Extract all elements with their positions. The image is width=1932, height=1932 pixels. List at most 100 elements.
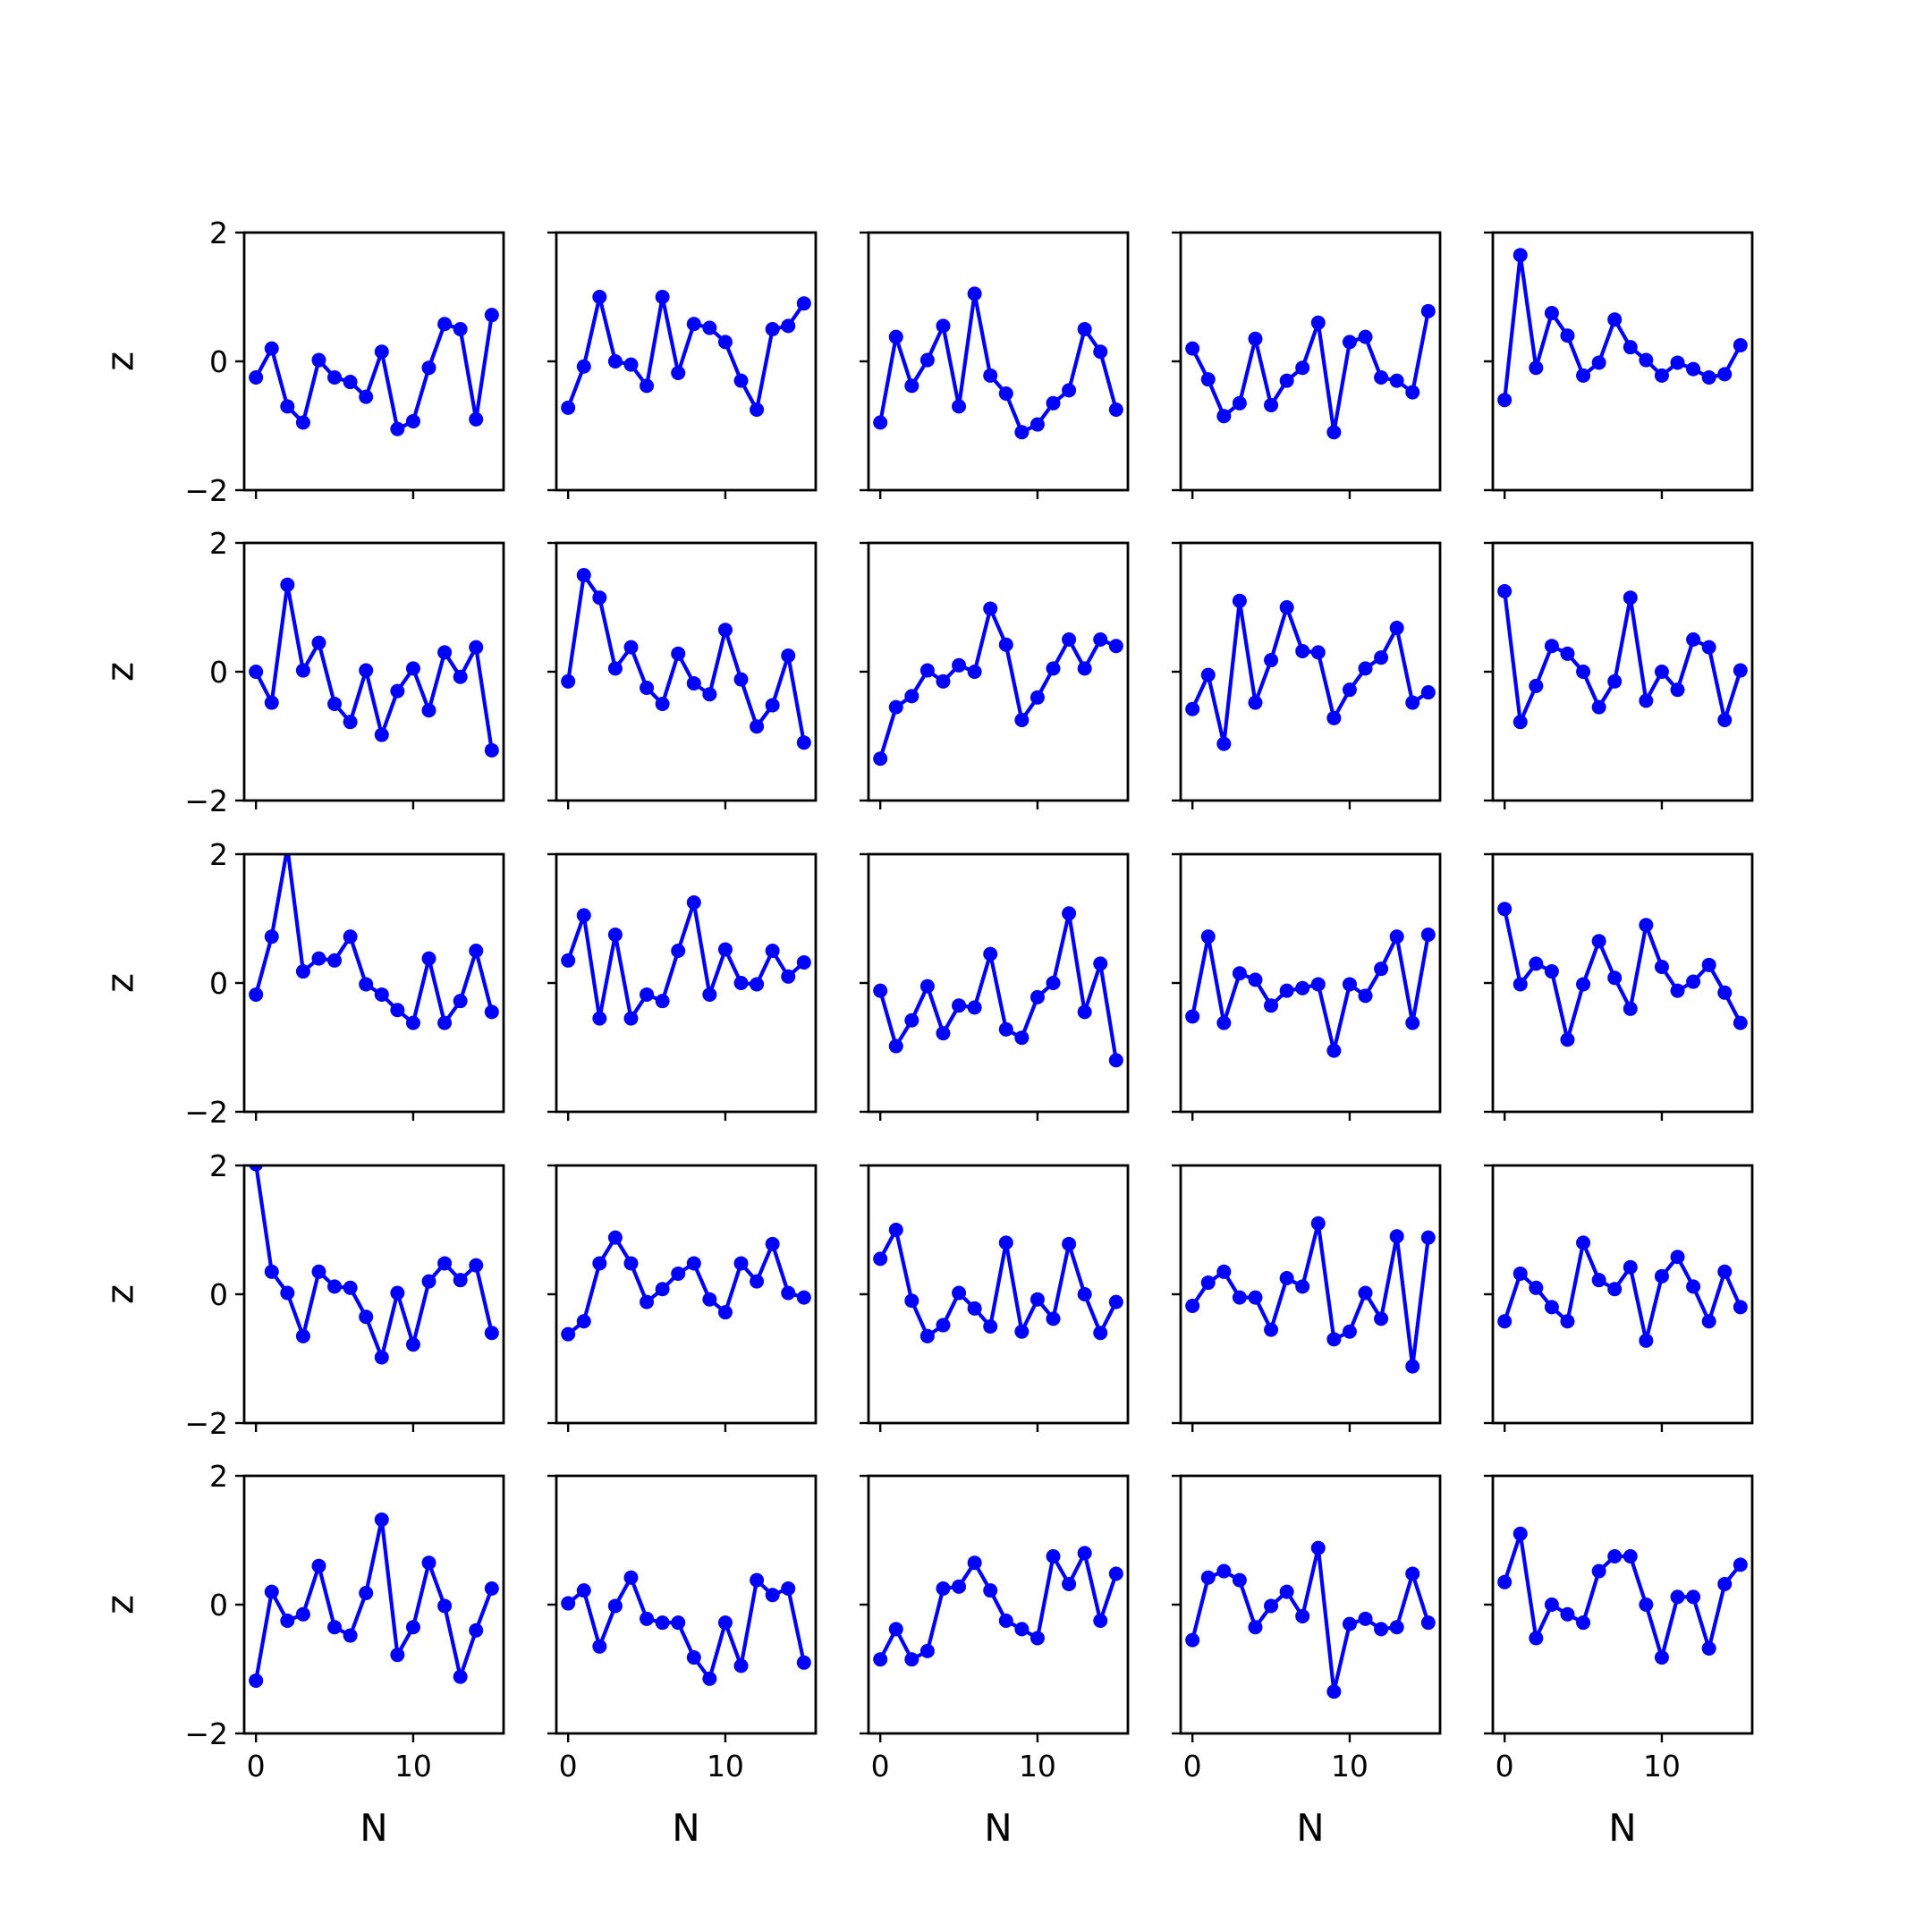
series-line [1191, 598, 1429, 746]
series-group [561, 1570, 811, 1686]
data-point [796, 1290, 811, 1305]
subplot-r4-c1: −2 0 2 z [98, 1148, 505, 1441]
series-group [249, 1165, 499, 1365]
data-point [311, 1558, 326, 1573]
series-group [1185, 303, 1436, 440]
data-point [1185, 341, 1200, 356]
data-point [374, 727, 389, 742]
data-point [967, 1000, 982, 1015]
x-axis-label: N [1296, 1806, 1324, 1850]
data-point [576, 359, 591, 374]
data-point [1623, 1549, 1638, 1563]
data-point [1077, 1287, 1092, 1301]
data-point [936, 674, 951, 689]
data-point [781, 1285, 796, 1301]
data-point [1014, 1030, 1030, 1046]
data-point [686, 675, 701, 691]
data-point [561, 1596, 576, 1611]
data-point [249, 665, 264, 679]
series-line [254, 582, 494, 751]
data-point [327, 1620, 343, 1635]
series-group [561, 1230, 811, 1342]
data-point [904, 1013, 919, 1028]
data-point [781, 648, 796, 663]
y-tick-label: −2 [184, 1716, 228, 1751]
subplot-r2-c2 [547, 541, 818, 809]
data-point [1264, 998, 1279, 1013]
data-point [1513, 977, 1528, 992]
data-point [1576, 1615, 1591, 1631]
data-point [484, 1581, 499, 1596]
data-point [343, 1280, 358, 1295]
data-point [1248, 1290, 1263, 1305]
data-point [623, 357, 639, 372]
data-point [1279, 983, 1294, 998]
data-point [1591, 1563, 1606, 1579]
data-point [469, 411, 484, 427]
data-point [733, 672, 749, 687]
x-tick-label: 0 [559, 1749, 578, 1784]
data-point [1670, 983, 1685, 998]
data-point [249, 1673, 264, 1688]
series-line [1503, 1241, 1742, 1343]
y-tick-label: 0 [209, 1277, 228, 1312]
subplot-r1-c4 [1172, 231, 1442, 499]
data-point [1420, 685, 1436, 700]
data-point [765, 944, 780, 958]
y-tick-label: 2 [209, 1459, 228, 1494]
data-point [576, 908, 591, 923]
data-point [592, 290, 607, 304]
data-point [717, 942, 733, 957]
data-point [1342, 1324, 1357, 1339]
y-tick-label: 2 [209, 837, 228, 872]
data-point [1389, 373, 1404, 388]
data-point [359, 977, 374, 992]
data-point [343, 1628, 358, 1643]
data-point [1077, 322, 1092, 336]
data-point [623, 1570, 639, 1585]
data-point [952, 399, 967, 414]
series-line [566, 1575, 806, 1681]
data-point [952, 657, 967, 673]
data-point [421, 360, 436, 376]
series-line [254, 314, 494, 431]
data-point [796, 296, 811, 311]
data-point [1639, 918, 1654, 933]
x-axis-label: N [360, 1806, 387, 1850]
series-group [1497, 902, 1748, 1047]
series-line [1503, 590, 1742, 724]
data-point [873, 415, 888, 430]
x-tick-label: 10 [707, 1749, 744, 1784]
data-point [1405, 1359, 1420, 1374]
series-line [566, 294, 806, 412]
data-point [1030, 1631, 1045, 1646]
series-line [566, 1235, 805, 1336]
data-point [1733, 663, 1748, 678]
series-line [1503, 1531, 1742, 1660]
data-point [1358, 329, 1373, 344]
data-point [1030, 417, 1045, 432]
data-point [327, 953, 343, 968]
data-point [1200, 1275, 1216, 1291]
data-point [1405, 385, 1420, 400]
data-point [1093, 1326, 1108, 1341]
data-point [1389, 1229, 1404, 1244]
data-point [1077, 1004, 1092, 1020]
data-point [249, 1165, 264, 1172]
data-point [702, 320, 717, 335]
data-point [1310, 315, 1326, 330]
data-point [655, 994, 670, 1009]
data-point [1295, 980, 1310, 996]
data-point [623, 1011, 639, 1026]
subplot-r2-c4 [1172, 541, 1442, 809]
data-point [1046, 661, 1061, 676]
data-point [592, 590, 607, 606]
data-point [390, 1285, 405, 1301]
data-point [607, 928, 623, 942]
data-point [592, 1011, 607, 1026]
data-point [1310, 1216, 1326, 1231]
data-point [702, 687, 717, 702]
data-point [437, 645, 453, 660]
data-point [359, 1309, 374, 1325]
